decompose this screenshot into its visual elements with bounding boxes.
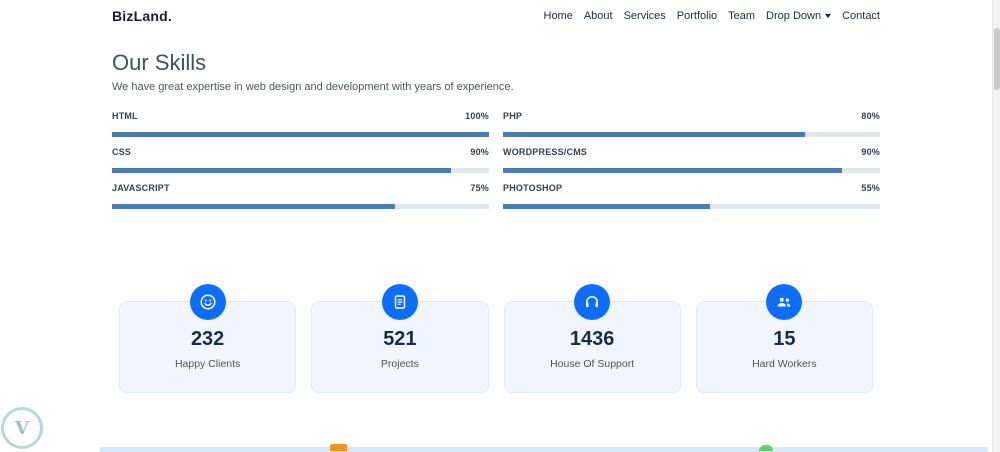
counter-label: Hard Workers — [752, 358, 817, 370]
skill-percentage: 100% — [465, 111, 489, 121]
navbar: BizLand. Home About Services Portfolio T… — [0, 0, 992, 24]
scrollbar-thumb[interactable] — [994, 28, 1000, 90]
brand-logo[interactable]: BizLand. — [112, 8, 172, 24]
skill-row-photoshop: PHOTOSHOP 55% — [503, 183, 880, 209]
progress-fill — [503, 132, 805, 137]
skill-row-wordpress-cms: WORDPRESS/CMS 90% — [503, 147, 880, 173]
counter-label: Projects — [380, 358, 419, 370]
counter-value: 232 — [190, 328, 225, 350]
counter-card-hard-workers: 15 Hard Workers — [695, 284, 873, 393]
peek-green-fragment — [759, 445, 773, 451]
skill-percentage: 75% — [470, 183, 489, 193]
counter-card-happy-clients: 232 Happy Clients — [119, 284, 297, 393]
counters-section: 232 Happy Clients 521 Projects — [0, 283, 992, 393]
skills-column-right: PHP 80% WORDPRESS/CMS 90% — [503, 111, 880, 219]
peek-orange-fragment — [330, 444, 347, 451]
progress-fill — [503, 204, 711, 209]
progress-fill — [112, 204, 395, 209]
nav-item-about[interactable]: About — [583, 10, 613, 22]
progress-track — [503, 204, 880, 209]
progress-track — [503, 168, 880, 173]
skill-row-php: PHP 80% — [503, 111, 880, 137]
progress-fill — [112, 132, 489, 137]
nav-item-services[interactable]: Services — [623, 10, 666, 22]
section-title: Our Skills — [112, 50, 207, 75]
skill-label: JAVASCRIPT — [112, 183, 170, 193]
progress-track — [503, 132, 880, 137]
counter-label: Happy Clients — [174, 358, 241, 370]
skill-percentage: 80% — [861, 111, 880, 121]
chevron-down-icon — [825, 14, 832, 18]
nav-item-dropdown[interactable]: Drop Down — [766, 10, 832, 22]
skills-section: Our Skills We have great expertise in we… — [0, 50, 992, 219]
journal-icon — [381, 284, 418, 320]
nav-item-portfolio[interactable]: Portfolio — [676, 10, 718, 22]
skills-column-left: HTML 100% CSS 90% — [112, 111, 489, 219]
nav-item-contact[interactable]: Contact — [842, 10, 880, 22]
main-nav: Home About Services Portfolio Team Drop … — [544, 10, 881, 22]
watermark-logo: V — [1, 407, 43, 449]
counter-card-support: 1436 House Of Support — [503, 284, 681, 393]
nav-item-home[interactable]: Home — [543, 10, 573, 22]
progress-fill — [112, 168, 452, 173]
progress-track — [112, 168, 489, 173]
skill-percentage: 90% — [861, 147, 880, 157]
nav-item-team[interactable]: Team — [728, 10, 756, 22]
watermark-letter: V — [15, 417, 29, 439]
progress-fill — [503, 168, 843, 173]
progress-track — [112, 132, 489, 137]
skill-row-css: CSS 90% — [112, 147, 489, 173]
section-subtitle: We have great expertise in web design an… — [112, 81, 514, 93]
headset-icon — [574, 284, 611, 320]
counter-value: 1436 — [569, 328, 615, 350]
counter-card-projects: 521 Projects — [311, 284, 489, 393]
counter-value: 15 — [773, 328, 796, 350]
skills-grid: HTML 100% CSS 90% — [112, 111, 880, 219]
progress-track — [112, 204, 489, 209]
skill-label: HTML — [112, 111, 138, 121]
nav-dropdown-label: Drop Down — [766, 10, 822, 22]
skill-percentage: 55% — [861, 183, 880, 193]
skill-label: CSS — [112, 147, 132, 157]
skill-percentage: 90% — [470, 147, 489, 157]
smiley-icon — [189, 284, 226, 320]
counter-label: House Of Support — [550, 358, 635, 370]
skill-label: PHOTOSHOP — [503, 183, 563, 193]
skill-label: WORDPRESS/CMS — [503, 147, 588, 157]
scrollbar[interactable] — [992, 0, 1000, 452]
counter-value: 521 — [383, 328, 417, 350]
skill-label: PHP — [503, 111, 523, 121]
next-section-peek — [100, 447, 988, 452]
people-icon — [766, 284, 803, 320]
skill-row-javascript: JAVASCRIPT 75% — [112, 183, 489, 209]
skill-row-html: HTML 100% — [112, 111, 489, 137]
